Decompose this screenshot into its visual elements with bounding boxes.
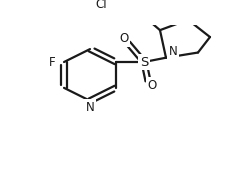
Text: S: S [140,55,148,69]
Text: N: N [169,45,177,58]
Text: N: N [86,101,94,114]
Text: Cl: Cl [95,0,107,11]
Text: O: O [119,32,129,45]
Text: O: O [147,79,156,92]
Text: F: F [49,55,55,69]
